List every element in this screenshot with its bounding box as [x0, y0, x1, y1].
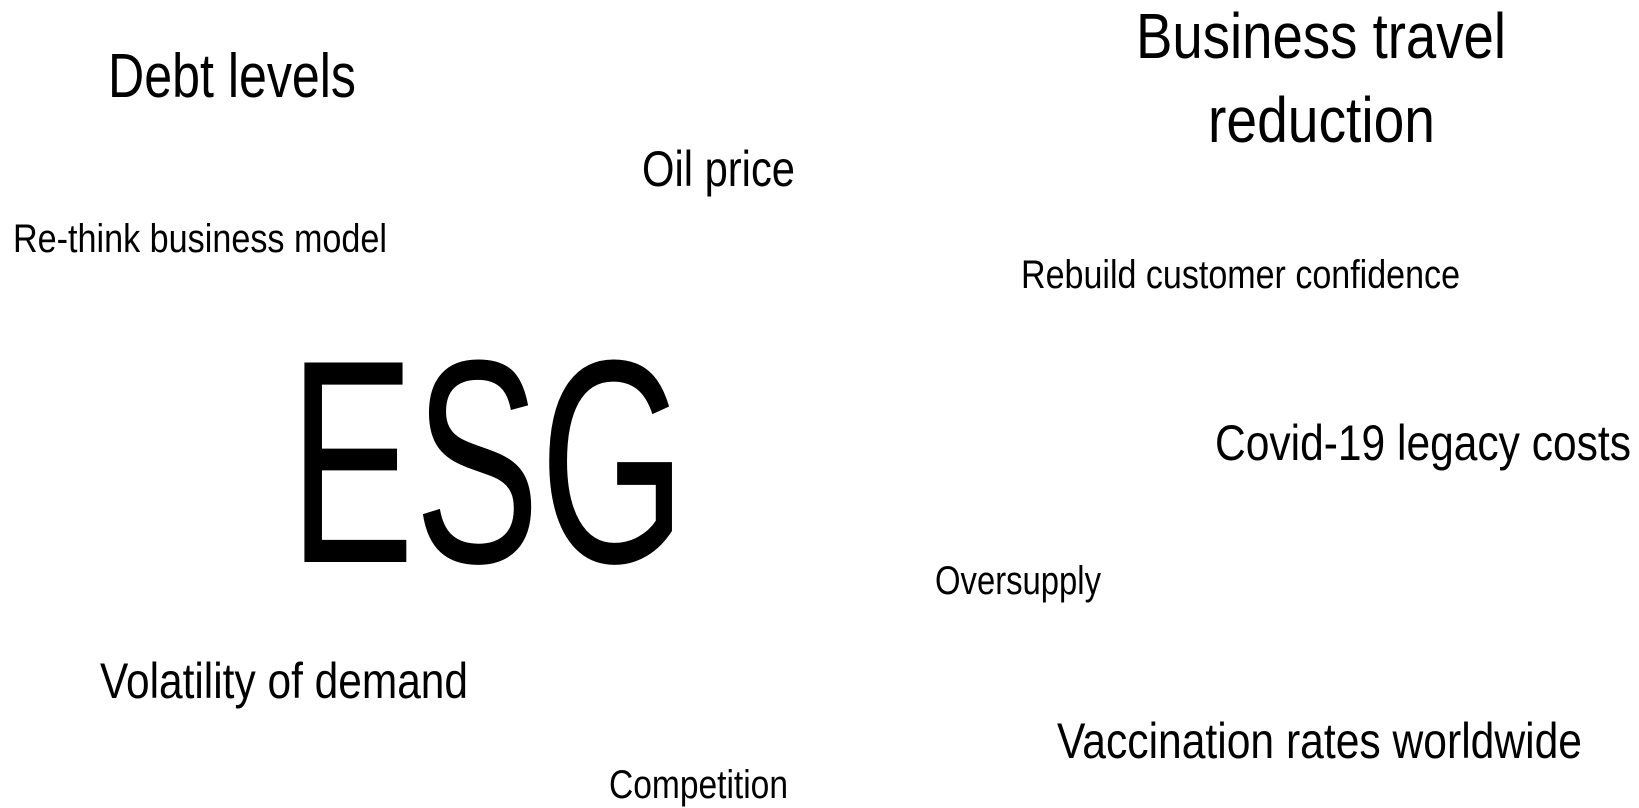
word: Debt levels: [108, 42, 356, 111]
word: Volatility of demand: [100, 653, 468, 709]
word: Re-think business model: [13, 217, 387, 261]
word: Business travel: [1136, 0, 1506, 72]
word: Covid-19 legacy costs: [1215, 415, 1631, 471]
word: Competition: [609, 763, 788, 807]
word: Rebuild customer confidence: [1021, 253, 1460, 297]
word: reduction: [1208, 84, 1435, 156]
word: Oil price: [642, 141, 795, 197]
word: Oversupply: [935, 559, 1101, 603]
word: ESG: [289, 300, 686, 624]
word: Vaccination rates worldwide: [1057, 713, 1582, 769]
